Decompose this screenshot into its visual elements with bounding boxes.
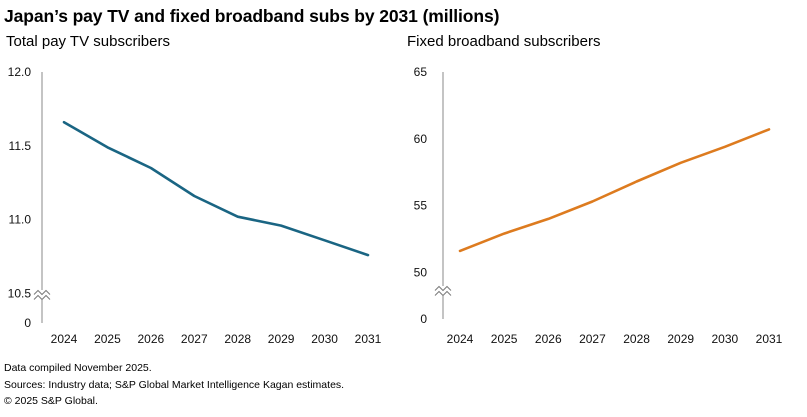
broadband-data-point — [724, 146, 726, 148]
pay-tv-data-point — [63, 121, 65, 123]
pay-tv-y-tick-label: 12.0 — [8, 65, 32, 79]
broadband-y-tick-label: 60 — [414, 132, 428, 146]
chart-title: Japan’s pay TV and fixed broadband subs … — [4, 6, 500, 26]
broadband-x-tick-label: 2024 — [447, 332, 474, 346]
pay-tv-x-tick-label: 2026 — [138, 332, 165, 346]
broadband-axis-break-zigzag — [434, 290, 452, 297]
pay-tv-data-point — [367, 254, 369, 256]
pay-tv-y-tick-label: 11.0 — [9, 213, 32, 227]
pay-tv-x-tick-label: 2024 — [51, 332, 78, 346]
broadband-x-tick-label: 2027 — [579, 332, 606, 346]
broadband-y-tick-label: 50 — [414, 265, 428, 279]
pay-tv-axis-break-zigzag — [33, 289, 51, 296]
broadband-y-tick-label: 65 — [414, 65, 428, 79]
broadband-data-point — [547, 218, 549, 220]
broadband-data-point — [680, 162, 682, 164]
left-chart-subtitle: Total pay TV subscribers — [6, 33, 170, 50]
broadband-y-tick-label: 0 — [420, 312, 427, 326]
pay-tv-x-tick-label: 2030 — [311, 332, 338, 346]
pay-tv-x-tick-label: 2027 — [181, 332, 208, 346]
pay-tv-y-tick-label: 11.5 — [9, 139, 32, 153]
pay-tv-y-tick-label: 0 — [24, 316, 31, 330]
broadband-data-point — [635, 180, 637, 182]
footnote-copyright: © 2025 S&P Global. — [4, 395, 98, 407]
pay-tv-data-point — [280, 224, 282, 226]
footnote-compiled: Data compiled November 2025. — [4, 362, 152, 374]
pay-tv-x-tick-label: 2029 — [268, 332, 295, 346]
pay-tv-data-point — [237, 215, 239, 217]
broadband-axis-break-zigzag — [434, 285, 452, 292]
pay-tv-data-point — [106, 146, 108, 148]
broadband-x-tick-label: 2029 — [667, 332, 694, 346]
broadband-x-tick-label: 2026 — [535, 332, 562, 346]
pay-tv-x-tick-label: 2028 — [224, 332, 251, 346]
pay-tv-data-point — [323, 239, 325, 241]
broadband-data-point — [768, 128, 770, 130]
broadband-data-point — [591, 200, 593, 202]
right-chart-subtitle: Fixed broadband subscribers — [407, 33, 601, 50]
pay-tv-data-point — [193, 195, 195, 197]
pay-tv-x-tick-label: 2025 — [94, 332, 121, 346]
broadband-y-tick-label: 55 — [414, 199, 428, 213]
broadband-x-tick-label: 2030 — [712, 332, 739, 346]
pay-tv-series-line — [62, 120, 370, 257]
broadband-x-tick-label: 2028 — [623, 332, 650, 346]
footnote-sources: Sources: Industry data; S&P Global Marke… — [4, 379, 345, 391]
pay-tv-axis-break-zigzag — [33, 294, 51, 301]
broadband-data-point — [459, 250, 461, 252]
pay-tv-data-point — [150, 167, 152, 169]
pay-tv-y-tick-label: 10.5 — [8, 286, 32, 300]
broadband-x-tick-label: 2031 — [756, 332, 783, 346]
broadband-series-line — [458, 128, 771, 253]
broadband-x-tick-label: 2025 — [491, 332, 518, 346]
broadband-data-point — [503, 232, 505, 234]
pay-tv-x-tick-label: 2031 — [355, 332, 382, 346]
